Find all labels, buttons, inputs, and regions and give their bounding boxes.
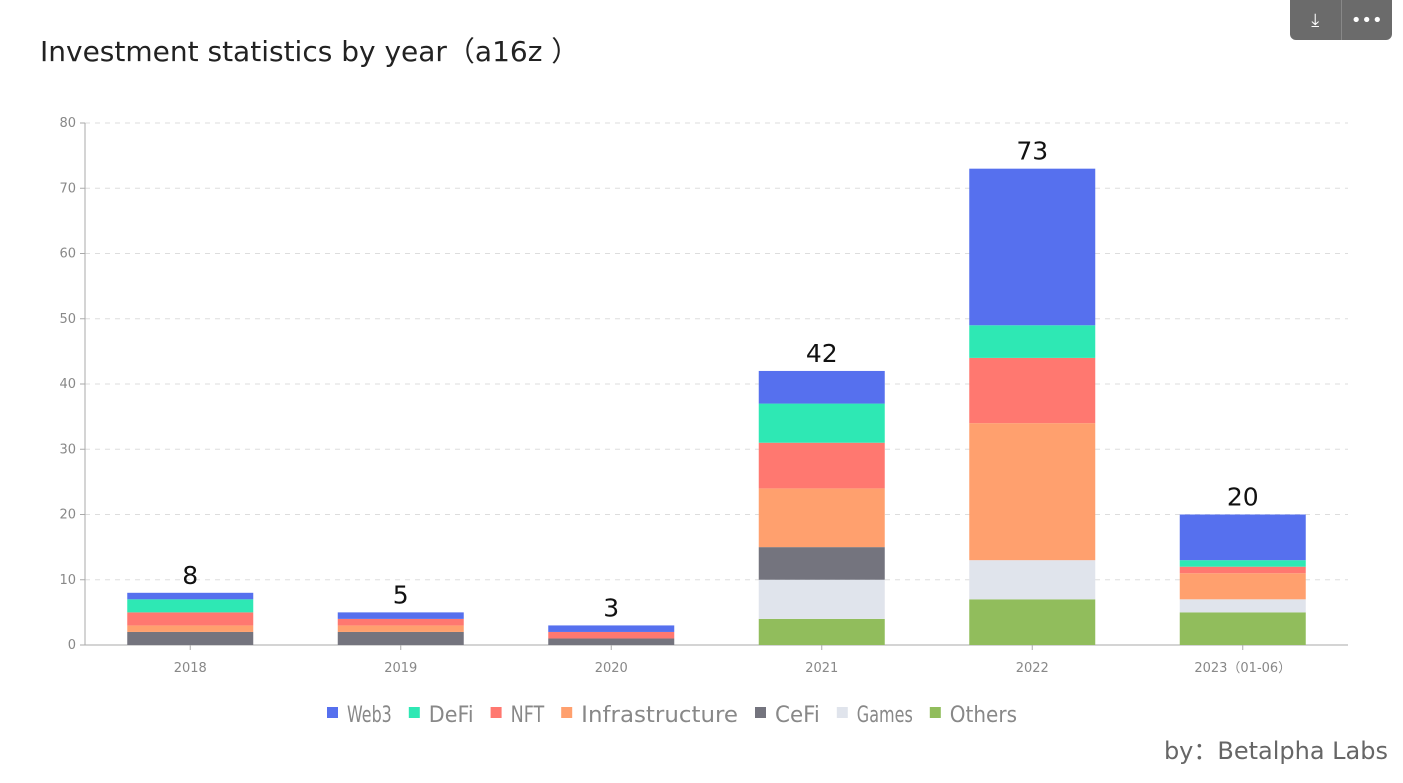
bar-segment-web3 [337,612,464,619]
legend-item-others[interactable]: Others [950,703,1017,728]
x-tick-label: 2019 [384,661,417,676]
bar-segment-others [969,599,1096,645]
legend-swatch-others [929,707,941,718]
bar-segment-cefi [127,631,254,645]
legend-swatch-web3 [327,707,338,718]
bar-segment-games [969,560,1096,600]
bar-segment-infrastructure [1179,573,1306,600]
y-tick-label: 10 [59,573,76,588]
bar-segment-infrastructure [969,423,1096,561]
bar-segment-infrastructure [758,488,885,548]
legend-swatch-nft [490,707,502,718]
y-tick-label: 50 [59,312,76,327]
bar-segment-defi [758,403,885,443]
legend-swatch-cefi [755,707,766,718]
x-tick-label: 2022 [1016,661,1049,676]
total-label: 8 [182,561,198,590]
bar-segment-games [758,579,885,619]
bar-segment-nft [758,442,885,489]
bar-segment-web3 [969,168,1096,326]
bar-segment-nft [969,357,1096,424]
total-label: 73 [1016,137,1048,166]
chart-title: Investment statistics by year（a16z ） [40,35,580,68]
more-icon[interactable]: ••• [1350,9,1383,31]
y-tick-label: 0 [68,638,76,653]
y-tick-label: 20 [59,508,76,523]
legend-item-cefi[interactable]: CeFi [775,703,820,728]
total-label: 3 [603,593,619,622]
total-label: 42 [806,339,838,368]
legend-item-nft[interactable]: NFT [511,703,545,728]
bar-segment-cefi [548,638,675,645]
total-label: 20 [1227,483,1259,512]
legend-swatch-defi [408,707,420,718]
legend-item-web3[interactable]: Web3 [347,703,392,728]
y-tick-label: 80 [59,116,76,131]
y-tick-label: 40 [59,377,76,392]
chart-toolbar: ⤓ ••• [1290,0,1392,40]
x-tick-label: 2021 [805,661,838,676]
credit-text: by：Betalpha Labs [1163,737,1388,765]
x-tick-label: 2023（01-06） [1194,661,1291,676]
bar-segment-web3 [1179,514,1306,561]
bar-segment-others [758,618,885,645]
bar-segment-defi [1179,560,1306,567]
bar-segment-web3 [758,370,885,404]
legend-swatch-infrastructure [561,707,573,718]
bar-segment-infrastructure [127,625,254,632]
x-tick-label: 2020 [595,661,628,676]
y-tick-label: 60 [59,247,76,262]
legend-item-games[interactable]: Games [857,703,913,728]
y-tick-label: 70 [59,181,76,196]
total-label: 5 [393,580,409,609]
bar-segment-games [1179,599,1306,613]
bar-segment-cefi [758,547,885,580]
y-tick-label: 30 [59,442,76,457]
x-tick-label: 2018 [174,661,207,676]
download-icon[interactable]: ⤓ [1290,0,1342,40]
bar-segment-defi [969,325,1096,358]
bar-segment-defi [127,599,254,613]
bar-segment-others [1179,612,1306,645]
bar-segment-web3 [548,625,675,632]
bar-segment-nft [1179,566,1306,574]
bar-segment-cefi [337,631,464,645]
legend-swatch-games [836,707,848,718]
legend-item-infrastructure[interactable]: Infrastructure [581,703,738,728]
bar-segment-nft [127,612,254,626]
bar-segment-web3 [127,592,254,600]
bar-segment-nft [548,631,675,639]
bar-segment-nft [337,618,464,626]
legend-item-defi[interactable]: DeFi [429,703,474,728]
bar-segment-infrastructure [337,625,464,632]
